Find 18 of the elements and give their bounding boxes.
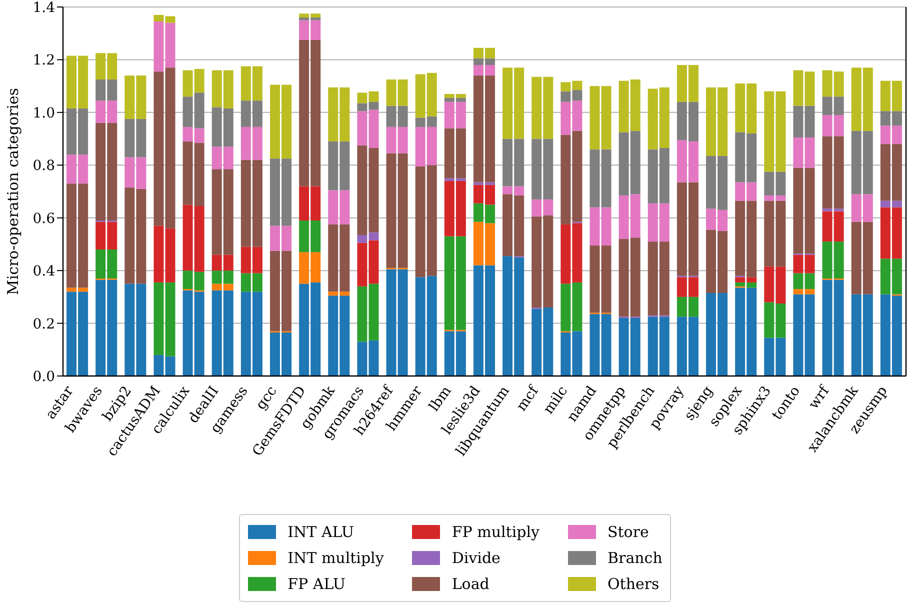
y-tick-label: 0.0: [32, 368, 55, 385]
y-tick-label: 1.0: [32, 105, 55, 122]
y-tick-label: 0.8: [32, 158, 55, 174]
legend-label: INT multiply: [288, 549, 384, 567]
y-axis-title: Micro-operation categories: [4, 88, 22, 296]
y-tick-label: 0.6: [32, 210, 56, 227]
legend-label: Divide: [452, 549, 500, 567]
legend-label: INT ALU: [288, 523, 354, 541]
y-tick-label: 1.4: [32, 0, 56, 16]
legend-label: FP ALU: [288, 575, 346, 593]
legend-label: Others: [608, 575, 660, 593]
legend-label: FP multiply: [452, 523, 540, 541]
y-tick-label: 1.2: [32, 52, 55, 69]
legend-label: Load: [452, 575, 490, 593]
legend-label: Store: [608, 523, 649, 541]
legend-label: Branch: [608, 549, 662, 567]
y-tick-label: 0.4: [32, 264, 56, 280]
y-tick-label: 0.2: [32, 316, 55, 332]
